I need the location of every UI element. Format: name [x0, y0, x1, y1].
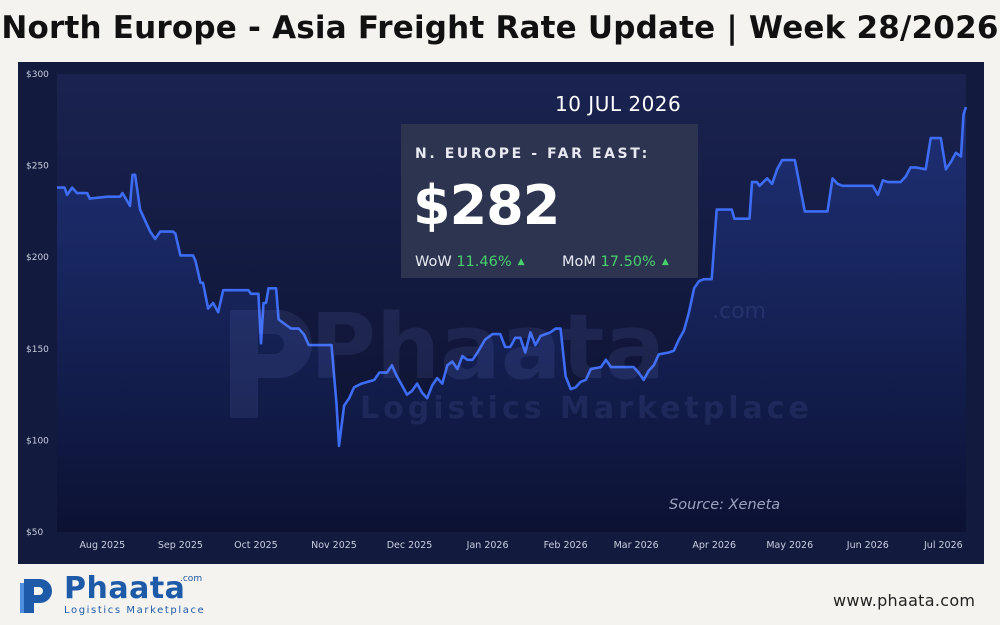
y-tick-label: $250	[26, 162, 49, 172]
mom-change: MoM 17.50% ▲	[562, 254, 669, 270]
readout-date: 10 JUL 2026	[555, 92, 682, 116]
rate-value: $282	[413, 174, 560, 237]
rate-readout-card: N. EUROPE - FAR EAST: $282 WoW 11.46% ▲ M…	[401, 124, 698, 278]
route-label: N. EUROPE - FAR EAST:	[415, 146, 650, 162]
logo-suffix: .com	[180, 574, 203, 584]
x-tick-label: Feb 2026	[544, 540, 588, 551]
x-axis: Aug 2025 Sep 2025 Oct 2025 Nov 2025 Dec 2025…	[79, 540, 962, 551]
y-axis: $300 $250 $200 $150 $100 $50	[26, 70, 49, 538]
y-tick-label: $100	[26, 436, 49, 446]
mom-value: 17.50%	[600, 254, 656, 270]
source-note: Source: Xeneta	[669, 497, 781, 513]
wow-change: WoW 11.46% ▲	[415, 254, 525, 270]
y-tick-label: $200	[26, 253, 49, 263]
y-tick-label: $50	[26, 528, 43, 538]
website-link[interactable]: www.phaata.com	[833, 591, 976, 610]
page-title: North Europe - Asia Freight Rate Update …	[1, 10, 999, 46]
triangle-up-icon: ▲	[661, 257, 669, 267]
wow-value: 11.46%	[456, 254, 512, 270]
x-tick-label: Jan 2026	[466, 540, 509, 551]
mom-label: MoM	[562, 254, 596, 270]
x-tick-label: Apr 2026	[692, 540, 736, 551]
x-tick-label: May 2026	[766, 540, 813, 551]
logo-wordmark: Phaata	[64, 571, 186, 606]
x-tick-label: Oct 2025	[234, 540, 278, 551]
logo-tagline: Logistics Marketplace	[64, 605, 206, 616]
series-area	[57, 107, 966, 532]
x-tick-label: Nov 2025	[311, 540, 357, 551]
x-tick-label: Dec 2025	[387, 540, 433, 551]
phaata-logo-icon	[20, 579, 52, 613]
series-line	[57, 106, 968, 448]
x-tick-label: Jun 2026	[846, 540, 889, 551]
x-tick-label: Mar 2026	[614, 540, 659, 551]
y-tick-label: $150	[26, 345, 49, 355]
x-tick-label: Sep 2025	[158, 540, 203, 551]
wow-label: WoW	[415, 254, 452, 270]
x-tick-label: Jul 2026	[923, 540, 963, 551]
y-tick-label: $300	[26, 70, 49, 80]
x-tick-label: Aug 2025	[79, 540, 125, 551]
triangle-up-icon: ▲	[517, 257, 525, 267]
